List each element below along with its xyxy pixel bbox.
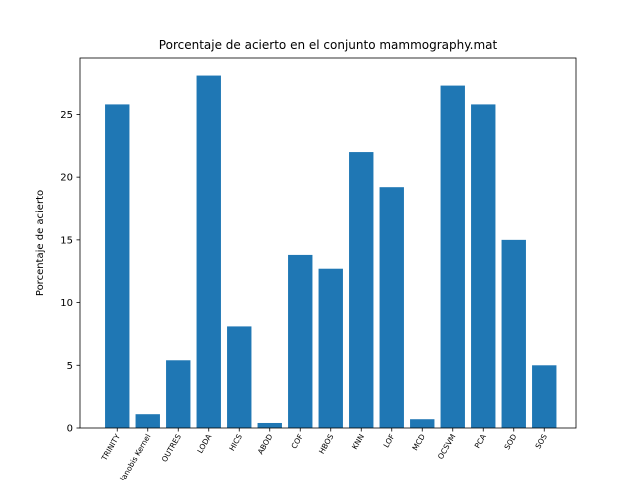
bar-pca — [471, 104, 496, 428]
bar-lof — [379, 187, 404, 428]
bar-sos — [532, 365, 557, 428]
y-axis-label: Porcentaje de acierto — [35, 190, 46, 296]
y-tick-label: 10 — [60, 298, 73, 309]
y-tick-label: 5 — [67, 361, 73, 372]
y-tick-label: 15 — [60, 235, 73, 246]
bars-group — [105, 75, 557, 428]
plot-frame — [79, 57, 577, 429]
y-tick-label: 20 — [60, 173, 73, 184]
bar-knn — [349, 152, 374, 428]
bar-mcd — [410, 419, 435, 428]
bar-mahalanobis-kernel — [135, 414, 160, 428]
bar-hbos — [318, 268, 343, 428]
chart-title: Porcentaje de acierto en el conjunto mam… — [159, 38, 498, 52]
bar-outres — [166, 360, 191, 428]
bar-abod — [257, 422, 282, 428]
bar-sod — [501, 239, 526, 428]
bar-cof — [288, 254, 313, 428]
bar-hics — [227, 326, 252, 428]
bar-ocsvm — [440, 85, 465, 428]
y-axis: 0 5 10 15 20 25 — [60, 110, 80, 435]
bar-loda — [196, 75, 221, 428]
y-tick-label: 0 — [67, 424, 73, 435]
y-tick-label: 25 — [60, 110, 73, 121]
bar-trinity — [105, 104, 130, 428]
